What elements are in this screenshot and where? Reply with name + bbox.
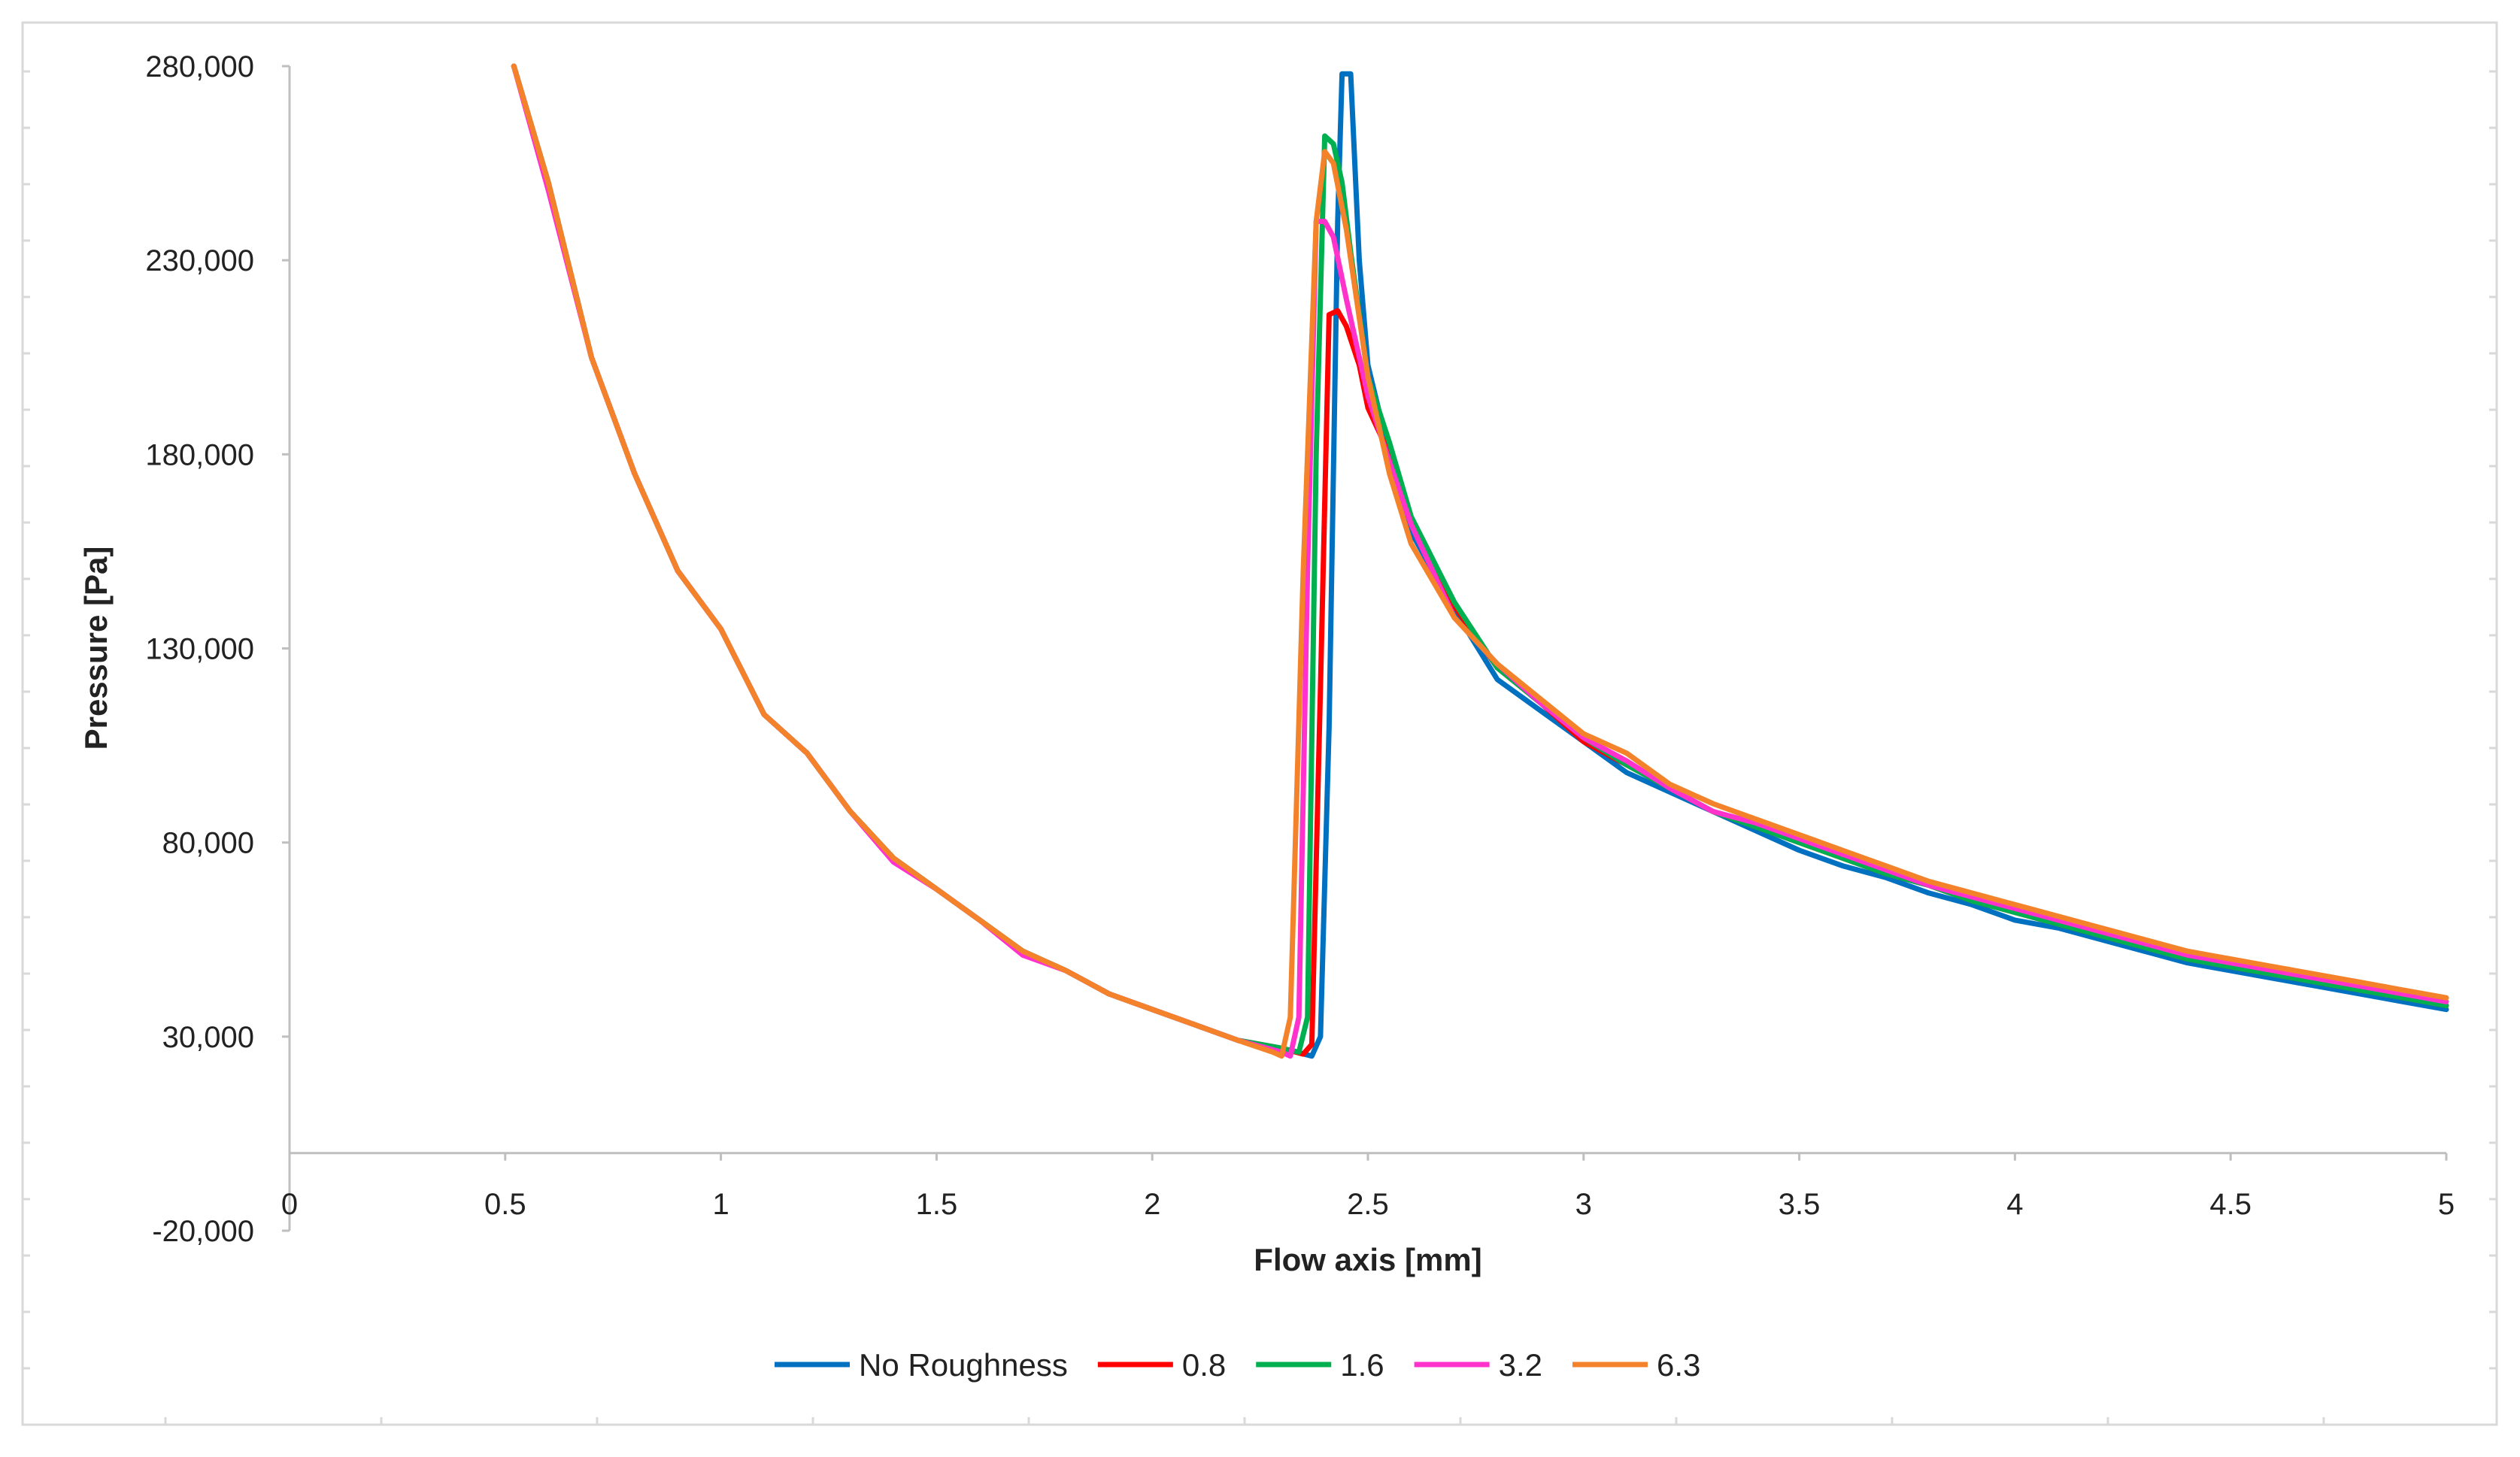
y-tick-label: 280,000 bbox=[145, 50, 254, 83]
legend-label: 6.3 bbox=[1657, 1347, 1700, 1383]
x-tick-label: 0.5 bbox=[484, 1188, 526, 1221]
x-tick-label: 2.5 bbox=[1347, 1188, 1389, 1221]
x-tick-label: 2 bbox=[1144, 1188, 1160, 1221]
x-tick-label: 3 bbox=[1575, 1188, 1592, 1221]
x-tick-label: 1.5 bbox=[916, 1188, 958, 1221]
y-axis-title: Pressure [Pa] bbox=[78, 547, 114, 750]
x-tick-label: 4 bbox=[2006, 1188, 2023, 1221]
legend: No Roughness 0.8 1.6 3.2 6.3 bbox=[775, 1347, 1700, 1383]
series-layer bbox=[511, 63, 2449, 1059]
x-tick-label: 1 bbox=[712, 1188, 729, 1221]
legend-label: 3.2 bbox=[1499, 1347, 1542, 1383]
y-tick-label: 230,000 bbox=[145, 244, 254, 277]
legend-label: 1.6 bbox=[1340, 1347, 1384, 1383]
series-line-6-3 bbox=[511, 63, 2449, 1059]
y-tick-label: 30,000 bbox=[162, 1021, 254, 1054]
legend-item-6-3: 6.3 bbox=[1572, 1347, 1700, 1383]
minor-ticks bbox=[23, 70, 2497, 1426]
x-axis-ticks: 0 0.5 1 1.5 2 2.5 3 3.5 4 4.5 5 bbox=[281, 1153, 2455, 1221]
legend-label: No Roughness bbox=[859, 1347, 1068, 1383]
y-tick-label: -20,000 bbox=[152, 1215, 254, 1248]
x-tick-label: 0 bbox=[281, 1188, 298, 1221]
legend-item-0-8: 0.8 bbox=[1097, 1347, 1226, 1383]
chart-border bbox=[21, 21, 2498, 1426]
legend-item-3-2: 3.2 bbox=[1414, 1347, 1542, 1383]
legend-item-1-6: 1.6 bbox=[1256, 1347, 1384, 1383]
x-tick-label: 3.5 bbox=[1779, 1188, 1821, 1221]
x-tick-label: 4.5 bbox=[2209, 1188, 2252, 1221]
legend-item-no-roughness: No Roughness bbox=[775, 1347, 1068, 1383]
y-tick-label: 130,000 bbox=[145, 633, 254, 666]
y-tick-label: 80,000 bbox=[162, 827, 254, 860]
legend-label: 0.8 bbox=[1182, 1347, 1226, 1383]
x-axis-title: Flow axis [mm] bbox=[1254, 1242, 1481, 1277]
y-tick-label: 180,000 bbox=[145, 438, 254, 471]
y-axis-ticks: -20,000 30,000 80,000 130,000 180,000 230,000… bbox=[145, 50, 290, 1248]
x-tick-label: 5 bbox=[2438, 1188, 2455, 1221]
